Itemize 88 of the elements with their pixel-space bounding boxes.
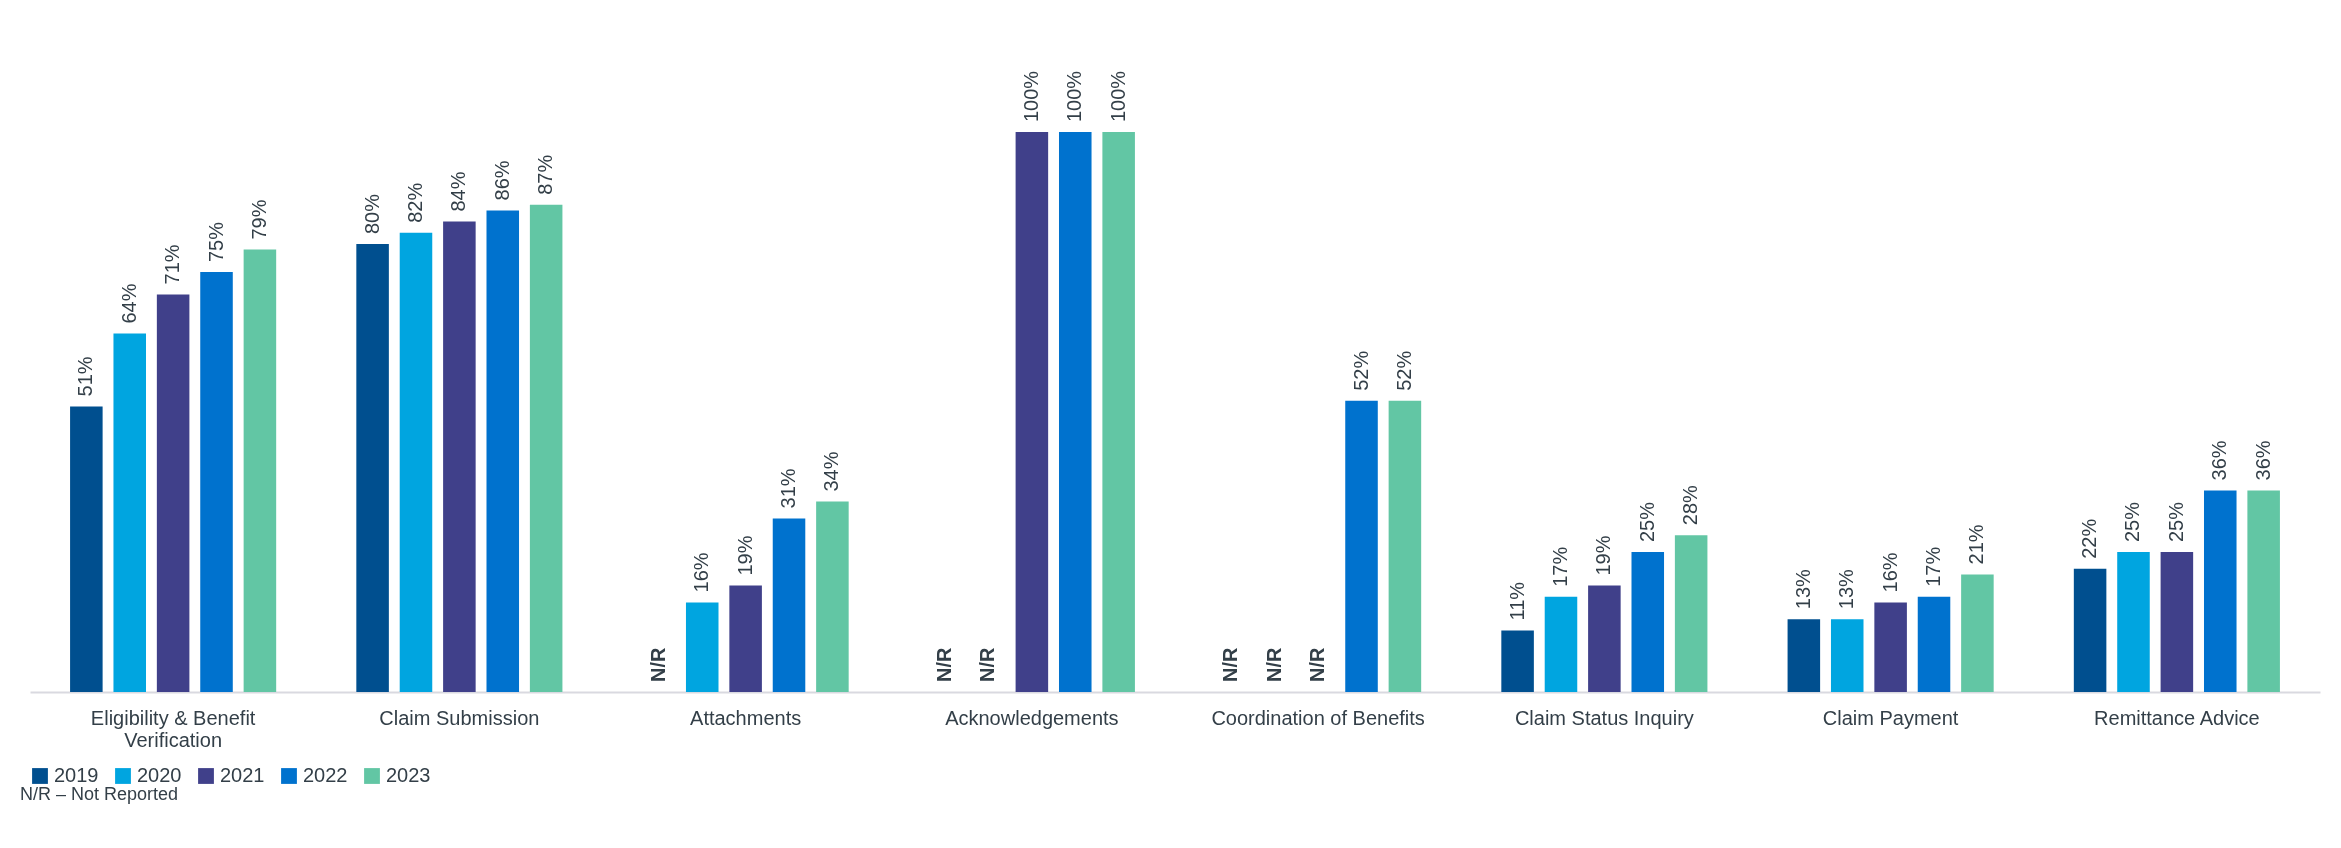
data-label: 80% [360, 193, 383, 234]
data-label: 25% [2121, 501, 2144, 542]
data-label: 100% [1063, 70, 1086, 122]
data-label: 17% [1922, 546, 1945, 587]
bar [1345, 400, 1378, 692]
data-label: 19% [733, 535, 756, 576]
bar [399, 232, 433, 692]
text: N/R [1262, 647, 1285, 682]
x-tick-label: Coordination of Benefits [1211, 706, 1425, 729]
x-tick-label: Eligibility & Benefit Verification [90, 706, 256, 751]
bar [156, 294, 190, 692]
legend-label: 2019 [54, 764, 99, 786]
bar [486, 210, 520, 692]
x-tick-label: Acknowledgements [945, 706, 1119, 729]
bar [70, 406, 103, 692]
data-label: 100% [1106, 70, 1129, 122]
bar [356, 244, 389, 692]
data-label: 13% [1791, 568, 1814, 610]
bar [1787, 619, 1821, 692]
data-label: 16% [690, 552, 713, 593]
data-label: 31% [777, 468, 800, 509]
bar [1588, 585, 1621, 692]
data-label: 25% [1635, 501, 1658, 542]
data-label: 11% [1505, 581, 1528, 621]
bar [443, 221, 476, 692]
bar [2160, 552, 2194, 692]
data-label: 64% [117, 283, 140, 324]
data-label: 17% [1548, 546, 1571, 587]
data-label: 84% [447, 171, 470, 212]
data-label: 87% [534, 154, 557, 195]
data-label: 13% [1835, 568, 1858, 610]
data-label: 82% [403, 182, 426, 223]
data-label: 22% [2078, 518, 2101, 559]
data-label: 100% [1019, 70, 1042, 122]
bar [729, 585, 762, 692]
bar [1015, 132, 1049, 692]
x-tick-label: Attachments [690, 706, 802, 729]
bar [1961, 574, 1994, 692]
x-tick-label: Claim Status Inquiry [1514, 706, 1694, 729]
bar [1874, 602, 1907, 692]
bar [529, 204, 563, 692]
bar [1631, 552, 1665, 692]
data-label: 51% [74, 356, 97, 397]
data-label: 34% [820, 451, 843, 492]
bar [1830, 619, 1864, 692]
data-label: 36% [2208, 440, 2231, 481]
bar [200, 272, 233, 692]
bar [113, 333, 147, 692]
data-label: 28% [1679, 484, 1702, 526]
data-label: 52% [1392, 350, 1415, 391]
bar [1058, 132, 1092, 692]
data-label: 52% [1349, 350, 1372, 391]
text: N/R [933, 647, 956, 682]
data-label: 86% [490, 160, 513, 201]
bar [772, 518, 806, 692]
text: N/R [1306, 647, 1329, 682]
data-label: 21% [1965, 524, 1988, 565]
data-label: 19% [1592, 535, 1615, 576]
data-label: 71% [161, 244, 184, 285]
legend-label: 2023 [386, 764, 431, 786]
text: N/R [976, 647, 999, 682]
bar [2117, 552, 2150, 692]
x-tick-label: Claim Submission [379, 706, 540, 729]
bar [1674, 535, 1708, 692]
legend-label: 2020 [137, 764, 182, 786]
text: N/R – Not Reported [20, 784, 179, 804]
legend-label: 2021 [220, 764, 265, 786]
legend-label: 2022 [303, 764, 348, 786]
bar [2203, 490, 2237, 692]
bar [1388, 400, 1422, 692]
x-tick-label: Claim Payment [1822, 706, 1959, 729]
bar [2247, 490, 2280, 692]
bar [1102, 132, 1135, 692]
bar [243, 249, 277, 692]
bar [1544, 596, 1578, 692]
data-label: 16% [1878, 552, 1901, 593]
x-tick-label: Remittance Advice [2094, 706, 2260, 729]
bar [816, 501, 849, 692]
data-label: 36% [2251, 440, 2274, 481]
bar [2073, 568, 2107, 692]
bar [1501, 630, 1534, 692]
bar [685, 602, 719, 692]
data-label: 79% [247, 199, 270, 240]
bar [1917, 596, 1951, 692]
text: N/R [646, 647, 669, 682]
data-label: 25% [2164, 501, 2187, 542]
data-label: 75% [204, 221, 227, 262]
text: N/R [1219, 647, 1242, 682]
